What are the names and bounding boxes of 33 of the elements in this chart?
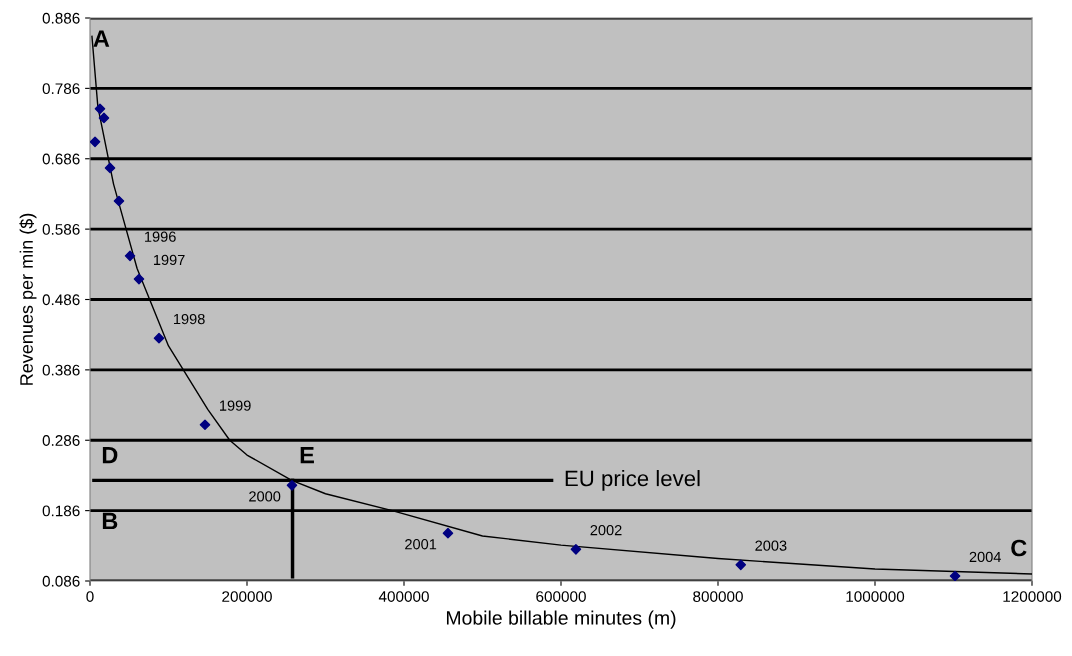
annotation: 1996 — [145, 231, 176, 242]
x-axis-title: Mobile billable minutes (m) — [446, 610, 676, 629]
annotation: 2000 — [249, 491, 281, 502]
y-tick-label: 0.386 — [42, 364, 80, 376]
y-tick-label: 0.486 — [42, 294, 80, 306]
annotation: 1999 — [220, 400, 251, 411]
annotation: 2003 — [755, 540, 787, 551]
x-tick-label: 1000000 — [846, 591, 905, 602]
x-tick-label: 400000 — [378, 591, 429, 602]
annotation: 2004 — [969, 551, 1001, 563]
y-axis-title: Revenues per min ($) — [19, 213, 37, 385]
y-tick-label: 0.786 — [42, 83, 80, 95]
y-tick-label: 0.086 — [42, 575, 80, 587]
annotation: B — [102, 512, 118, 530]
annotation: 1998 — [174, 313, 205, 325]
annotation: 1997 — [153, 254, 185, 266]
y-tick-label: 0.886 — [42, 12, 80, 24]
annotation: 2002 — [590, 525, 622, 536]
x-tick-label: 200000 — [222, 591, 272, 602]
annotation: A — [93, 30, 110, 47]
y-tick-label: 0.186 — [42, 505, 80, 517]
y-tick-label: 0.686 — [42, 153, 80, 165]
annotation: 2001 — [405, 539, 437, 550]
x-tick-label: 800000 — [693, 591, 743, 602]
y-tick-label: 0.286 — [42, 435, 80, 446]
series-label: EU price level — [565, 470, 700, 491]
x-tick-label: 0 — [86, 591, 94, 602]
annotation: C — [1011, 539, 1027, 557]
annotation: D — [102, 447, 118, 464]
x-tick-label: 1200000 — [1003, 591, 1062, 602]
y-tick-label: 0.586 — [42, 223, 80, 235]
annotation: E — [300, 447, 314, 464]
x-tick-label: 600000 — [536, 591, 586, 602]
